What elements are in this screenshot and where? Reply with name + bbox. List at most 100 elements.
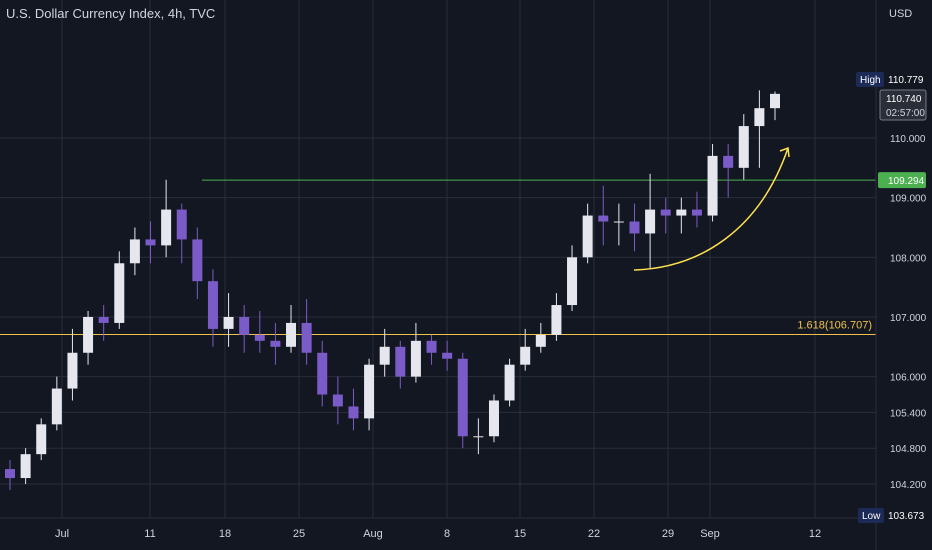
high-label-text: High <box>860 75 881 86</box>
fib-level-label: 1.618(106.707) <box>797 319 872 331</box>
candle <box>114 251 125 329</box>
candle-body <box>723 155 734 168</box>
low-label-text: Low <box>862 511 881 522</box>
candle-body <box>332 394 343 407</box>
candle <box>645 173 656 270</box>
time-tick-label: Sep <box>700 528 720 540</box>
candle <box>504 358 515 407</box>
candle-body <box>598 215 609 222</box>
resistance-price-text: 109.294 <box>888 176 925 187</box>
time-tick-label: 22 <box>588 528 600 540</box>
candle <box>239 305 250 353</box>
price-tick-label: 104.200 <box>890 480 927 491</box>
candle-body <box>36 424 47 455</box>
candle-body <box>707 155 718 216</box>
price-tick-label: 110.000 <box>890 134 926 145</box>
candle-body <box>301 322 312 353</box>
candle <box>348 388 359 431</box>
candle <box>332 376 343 425</box>
candle-body <box>270 340 281 347</box>
candle-body <box>613 221 624 223</box>
resistance-price-badge: 109.294 <box>878 172 926 189</box>
candle-body <box>67 352 78 389</box>
candle-body <box>395 346 406 377</box>
candle <box>707 143 718 222</box>
level-lines <box>0 179 876 335</box>
candle-body <box>254 334 265 341</box>
candle <box>67 328 78 401</box>
currency-label: USD <box>889 8 913 20</box>
candle <box>660 197 671 234</box>
candle-body <box>738 126 749 168</box>
candle-body <box>145 239 156 246</box>
candle-body <box>114 263 125 323</box>
price-tick-label: 107.000 <box>890 313 927 324</box>
last-price-badge: 110.740 02:57:00 <box>879 89 927 121</box>
candle <box>457 352 468 449</box>
candle-body <box>660 209 671 216</box>
high-label-box <box>856 72 884 87</box>
candle <box>738 114 749 180</box>
candle-body <box>317 352 328 395</box>
price-tick-label: 108.000 <box>890 253 927 264</box>
candle-body <box>161 209 172 246</box>
arrowhead-icon <box>779 146 790 158</box>
candle <box>754 90 765 168</box>
price-tick-label: 106.000 <box>890 373 927 384</box>
candle-body <box>473 436 484 438</box>
candle <box>270 322 281 365</box>
last-price-box <box>879 89 927 121</box>
candle-body <box>192 239 203 282</box>
candle <box>410 322 421 383</box>
candle <box>535 322 546 353</box>
candle-body <box>754 108 765 127</box>
candle-body <box>379 346 390 365</box>
candle <box>207 269 218 347</box>
candle <box>129 227 140 276</box>
candle <box>426 334 437 365</box>
candle-body <box>223 316 234 329</box>
candle <box>98 305 109 341</box>
candle-body <box>535 334 546 347</box>
candle-body <box>645 209 656 234</box>
candle <box>691 191 702 228</box>
time-tick-label: 12 <box>809 528 821 540</box>
candle-body <box>348 406 359 419</box>
time-axis[interactable]: Jul 11 18 25 Aug 8 15 22 29 Sep 12 <box>55 528 821 540</box>
candle <box>254 311 265 353</box>
candle <box>223 293 234 347</box>
candle-body <box>83 316 94 353</box>
candle-body <box>364 364 375 419</box>
candle <box>770 91 780 121</box>
time-tick-label: 29 <box>662 528 674 540</box>
last-price-countdown: 02:57:00 <box>886 108 925 119</box>
price-labels: High 110.779 110.740 02:57:00 109.294 1.618(1… <box>797 72 927 523</box>
candle-body <box>676 209 687 216</box>
candle <box>582 203 593 264</box>
candle <box>145 221 156 264</box>
candle <box>36 418 47 461</box>
candle-body <box>504 364 515 401</box>
last-price-value: 110.740 <box>886 94 922 105</box>
candle-body <box>98 316 109 323</box>
price-axis[interactable]: 104.200 104.800 105.400 106.000 107.000 108.0… <box>890 134 927 491</box>
price-tick-label: 104.800 <box>890 444 927 455</box>
candle-body <box>410 340 421 377</box>
candle-body <box>239 316 250 335</box>
candle <box>442 340 453 371</box>
time-tick-label: Aug <box>363 528 383 540</box>
candle-body <box>520 346 531 365</box>
time-tick-label: Jul <box>55 528 69 540</box>
low-label-box <box>858 508 884 523</box>
candle <box>317 340 328 407</box>
candle <box>520 328 531 371</box>
candle-body <box>51 388 62 425</box>
trend-curve-arrow <box>633 147 789 271</box>
candle <box>364 358 375 431</box>
chart-title: U.S. Dollar Currency Index, 4h, TVC <box>6 6 216 21</box>
candle <box>176 203 187 264</box>
high-label: High 110.779 <box>856 72 924 87</box>
candle <box>613 203 624 246</box>
